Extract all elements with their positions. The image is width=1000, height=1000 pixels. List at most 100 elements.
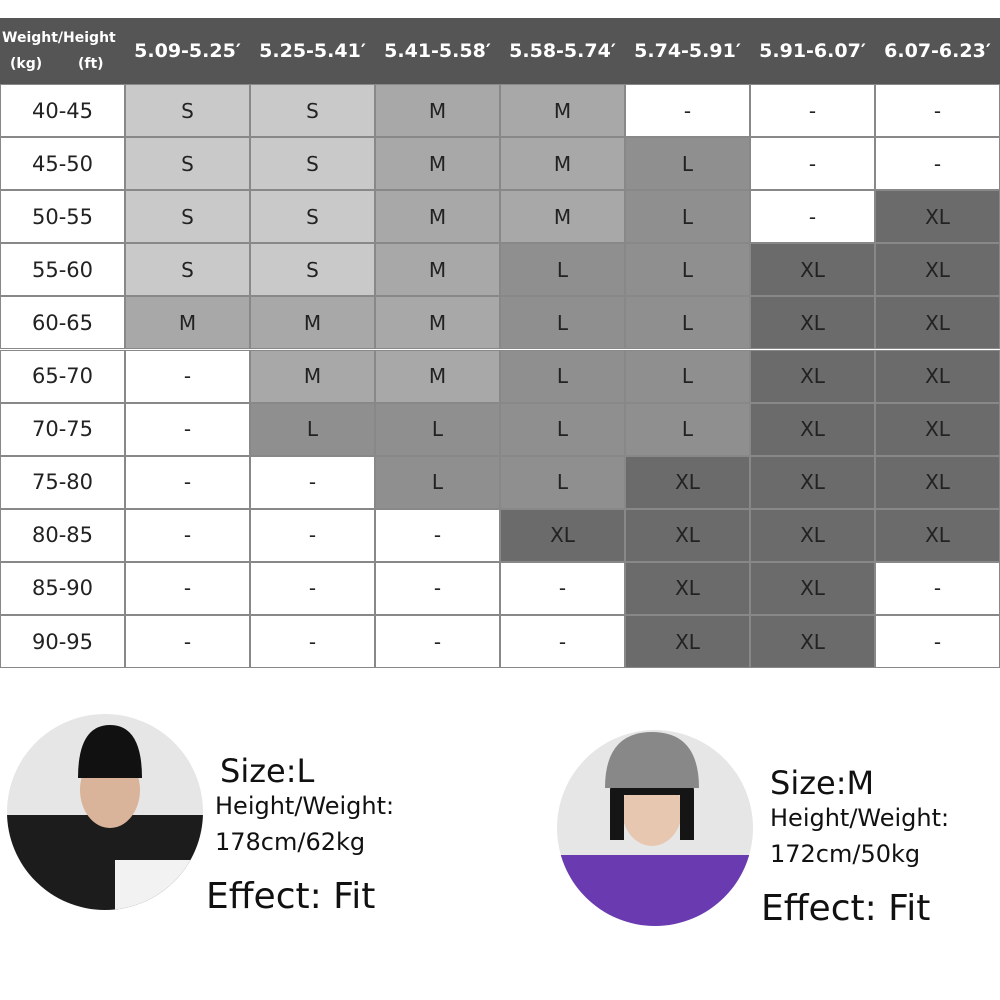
row-label: 45-50 — [0, 137, 125, 191]
size-cell: L — [500, 243, 625, 297]
size-cell: - — [750, 137, 875, 191]
size-cell: XL — [875, 349, 1000, 403]
size-cell: L — [500, 402, 625, 456]
size-cell: XL — [750, 296, 875, 350]
row-label: 90-95 — [0, 615, 125, 669]
column-header: 5.41-5.58′ — [384, 40, 491, 62]
size-cell: S — [125, 190, 250, 244]
size-cell: S — [250, 137, 375, 191]
size-cell: XL — [625, 508, 750, 562]
row-label: 40-45 — [0, 84, 125, 138]
model-hw: 172cm/50kg — [770, 840, 921, 868]
size-cell: XL — [625, 561, 750, 615]
size-cell: - — [875, 561, 1000, 615]
size-cell: M — [375, 296, 500, 350]
model-effect: Effect: Fit — [761, 888, 931, 929]
size-cell: L — [375, 402, 500, 456]
model-photos — [7, 714, 753, 926]
size-cell: M — [375, 349, 500, 403]
column-header: 5.25-5.41′ — [259, 40, 366, 62]
size-cell: - — [875, 137, 1000, 191]
corner-label: (ft) — [78, 56, 104, 72]
size-cell: - — [250, 508, 375, 562]
size-cell: XL — [500, 508, 625, 562]
size-cell: L — [625, 349, 750, 403]
size-cell: L — [625, 243, 750, 297]
row-label: 75-80 — [0, 455, 125, 509]
model-hw-label: Height/Weight: — [215, 792, 395, 820]
size-cell: L — [500, 296, 625, 350]
size-cell: - — [500, 615, 625, 669]
corner-label: Weight/Height — [2, 30, 116, 46]
size-cell: L — [375, 455, 500, 509]
size-cell: - — [125, 508, 250, 562]
size-cell: XL — [625, 615, 750, 669]
size-cell: - — [500, 561, 625, 615]
size-cell: - — [375, 615, 500, 669]
size-cell: L — [625, 296, 750, 350]
size-cell: XL — [750, 402, 875, 456]
size-cell: - — [125, 402, 250, 456]
size-cell: - — [250, 455, 375, 509]
size-cell: XL — [750, 349, 875, 403]
size-cell: S — [125, 243, 250, 297]
size-cell: M — [500, 190, 625, 244]
model-size: Size:M — [770, 764, 875, 802]
size-cell: M — [375, 84, 500, 138]
header-bar — [0, 18, 1000, 84]
size-cell: - — [875, 615, 1000, 669]
size-cell: - — [125, 615, 250, 669]
row-label: 50-55 — [0, 190, 125, 244]
size-cell: XL — [875, 455, 1000, 509]
column-header: 6.07-6.23′ — [884, 40, 991, 62]
column-header: 5.74-5.91′ — [634, 40, 741, 62]
size-cell: M — [375, 243, 500, 297]
size-cell: XL — [750, 455, 875, 509]
column-header: 5.91-6.07′ — [759, 40, 866, 62]
size-cell: S — [125, 137, 250, 191]
size-cell: XL — [875, 508, 1000, 562]
size-cell: L — [250, 402, 375, 456]
size-cell: XL — [625, 455, 750, 509]
size-cell: - — [125, 349, 250, 403]
size-cell: - — [750, 190, 875, 244]
size-cell: - — [250, 615, 375, 669]
size-cell: M — [250, 296, 375, 350]
model-hw-label: Height/Weight: — [770, 804, 950, 832]
row-label: 60-65 — [0, 296, 125, 350]
size-cell: XL — [875, 190, 1000, 244]
row-label: 70-75 — [0, 402, 125, 456]
size-cell: M — [250, 349, 375, 403]
size-cell: XL — [750, 615, 875, 669]
model-effect: Effect: Fit — [206, 876, 376, 917]
size-cell: S — [250, 84, 375, 138]
corner-label: (kg) — [10, 56, 43, 72]
size-cell: XL — [875, 296, 1000, 350]
row-label: 80-85 — [0, 508, 125, 562]
size-cell: XL — [750, 243, 875, 297]
column-header: 5.58-5.74′ — [509, 40, 616, 62]
size-cell: XL — [875, 402, 1000, 456]
size-cell: M — [375, 137, 500, 191]
size-cell: - — [875, 84, 1000, 138]
size-cell: - — [750, 84, 875, 138]
size-cell: XL — [750, 508, 875, 562]
size-cell: S — [250, 190, 375, 244]
size-cell: L — [500, 455, 625, 509]
size-cell: - — [375, 508, 500, 562]
size-cell: S — [250, 243, 375, 297]
size-cell: L — [625, 402, 750, 456]
model-hw: 178cm/62kg — [215, 828, 366, 856]
size-cell: M — [500, 137, 625, 191]
size-cell: XL — [875, 243, 1000, 297]
size-cell: S — [125, 84, 250, 138]
size-cell: M — [500, 84, 625, 138]
column-header: 5.09-5.25′ — [134, 40, 241, 62]
row-label: 85-90 — [0, 561, 125, 615]
size-cell: - — [125, 561, 250, 615]
size-cell: L — [500, 349, 625, 403]
row-label: 55-60 — [0, 243, 125, 297]
size-cell: - — [250, 561, 375, 615]
size-cell: L — [625, 137, 750, 191]
